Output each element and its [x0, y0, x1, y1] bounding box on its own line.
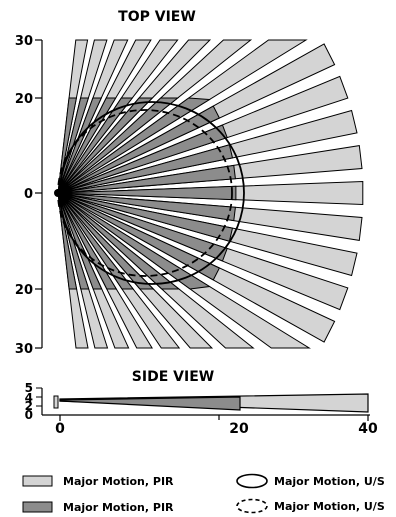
pir-dark-beam — [57, 192, 211, 290]
solid-ellipse-icon — [236, 473, 268, 489]
side-dark-zone — [59, 396, 241, 411]
pir-dark-beam — [57, 124, 228, 194]
pir-dark-beam — [57, 192, 228, 262]
legend-label: Major Motion, U/S — [274, 475, 385, 488]
top-y-tick-label: 30 — [15, 342, 33, 357]
pir-dark-beam — [57, 192, 103, 290]
light-gray-swatch — [22, 475, 53, 487]
legend-label: Major Motion, PIR — [63, 501, 174, 514]
side-x-tick-label: 40 — [358, 421, 378, 437]
legend-item-pir-light: Major Motion, PIR — [22, 475, 174, 488]
pir-dark-beam — [57, 192, 221, 281]
pir-dark-beam — [57, 97, 134, 194]
top-view-title: TOP VIEW — [118, 9, 196, 25]
us-coverage-dashed-outline — [57, 109, 233, 277]
top-view-axis: 30 20 0 20 30 — [15, 34, 43, 357]
top-view-pattern — [54, 39, 364, 349]
pir-dark-beam — [57, 97, 154, 194]
us-coverage-solid-outline — [59, 101, 245, 285]
pir-dark-beam — [57, 144, 234, 194]
pir-dark-beam — [57, 192, 236, 222]
pir-dark-beam — [57, 164, 236, 194]
pir-dark-beam — [57, 97, 103, 194]
pir-dark-beam — [57, 192, 155, 290]
top-y-tick-label: 20 — [15, 92, 33, 107]
pir-dark-beam — [57, 105, 221, 194]
side-view-pattern — [53, 393, 369, 413]
side-y-tick-label: 2 — [25, 399, 33, 413]
top-y-tick-label: 30 — [15, 34, 33, 49]
top-y-tick-label: 20 — [15, 283, 33, 298]
legend-item-us-solid: Major Motion, U/S — [236, 473, 385, 489]
side-x-tick-label: 20 — [229, 421, 249, 437]
legend: Major Motion, PIR Major Motion, PIR Majo… — [22, 473, 385, 514]
pir-beams — [54, 39, 364, 349]
legend-item-pir-dark: Major Motion, PIR — [22, 501, 174, 514]
pir-dark-beam — [57, 97, 212, 194]
pir-dark-beam — [57, 192, 78, 290]
side-y-tick-label: 5 — [25, 381, 33, 395]
top-y-tick-label: 0 — [24, 187, 33, 202]
side-y-tick-label: 4 — [25, 391, 33, 405]
dark-gray-swatch — [22, 501, 53, 513]
sensor-mount — [53, 395, 59, 409]
legend-label: Major Motion, U/S — [274, 500, 385, 513]
side-x-tick-label: 0 — [55, 421, 65, 437]
legend-item-us-dashed: Major Motion, U/S — [236, 498, 385, 514]
pir-dark-beam — [57, 97, 180, 194]
side-view-axes: 5 4 2 0 0 20 40 — [25, 381, 378, 437]
pir-dark-beam — [57, 192, 118, 290]
pir-dark-beam — [57, 192, 181, 290]
legend-label: Major Motion, PIR — [63, 475, 174, 488]
side-y-tick-label: 0 — [25, 408, 33, 422]
pir-dark-beam — [57, 185, 237, 201]
side-view-title: SIDE VIEW — [132, 369, 214, 385]
dashed-ellipse-icon — [236, 498, 268, 514]
pir-dark-beam — [57, 192, 135, 290]
pir-dark-beam — [57, 192, 234, 242]
